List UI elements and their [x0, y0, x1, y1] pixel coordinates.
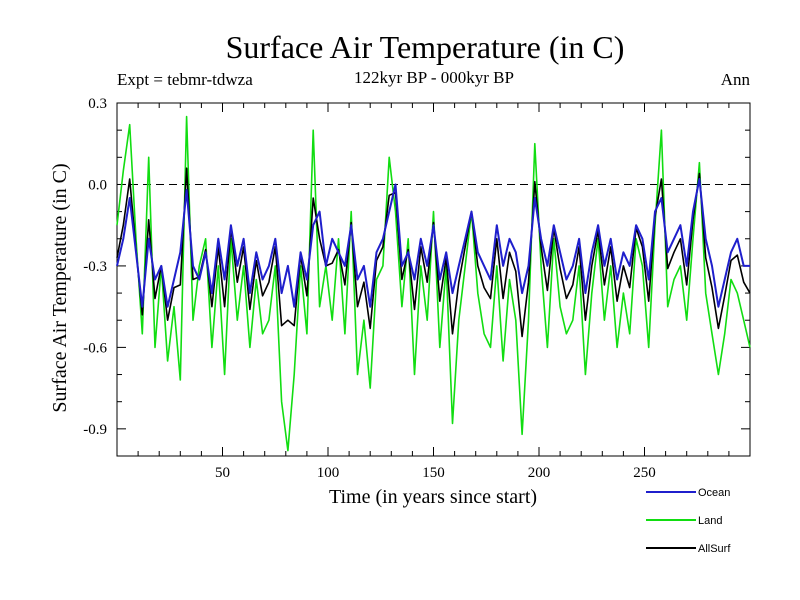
chart-subtitle: 122kyr BP - 000kyr BP — [354, 68, 514, 87]
season-label: Ann — [721, 70, 751, 89]
legend-label-allsurf: AllSurf — [698, 543, 731, 555]
x-tick-label: 150 — [422, 465, 445, 481]
y-tick-label: -0.6 — [83, 340, 107, 356]
x-tick-label: 50 — [215, 465, 230, 481]
plot-frame — [116, 102, 751, 457]
y-tick-label: -0.3 — [83, 259, 107, 275]
experiment-label: Expt = tebmr-tdwza — [117, 70, 253, 89]
series-line-allsurf — [116, 167, 751, 338]
y-tick-label: 0.3 — [88, 96, 107, 112]
legend-label-ocean: Ocean — [698, 487, 730, 499]
y-axis-label: Surface Air Temperature (in C) — [49, 163, 71, 412]
legend-label-land: Land — [698, 515, 722, 527]
x-tick-label: 200 — [528, 465, 551, 481]
x-axis-label: Time (in years since start) — [329, 486, 537, 508]
series-line-land — [116, 115, 751, 452]
series-line-ocean — [116, 178, 750, 308]
x-tick-label: 100 — [317, 465, 340, 481]
y-tick-label: 0.0 — [88, 177, 107, 193]
chart-title: Surface Air Temperature (in C) — [226, 29, 625, 65]
x-tick-label: 250 — [633, 465, 656, 481]
legend: Ocean Land AllSurf — [646, 487, 731, 555]
plot-area: 50 100 150 200 250 0.3 0.0 -0.3 -0.6 -0.9 — [83, 96, 751, 481]
y-tick-label: -0.9 — [83, 422, 107, 438]
